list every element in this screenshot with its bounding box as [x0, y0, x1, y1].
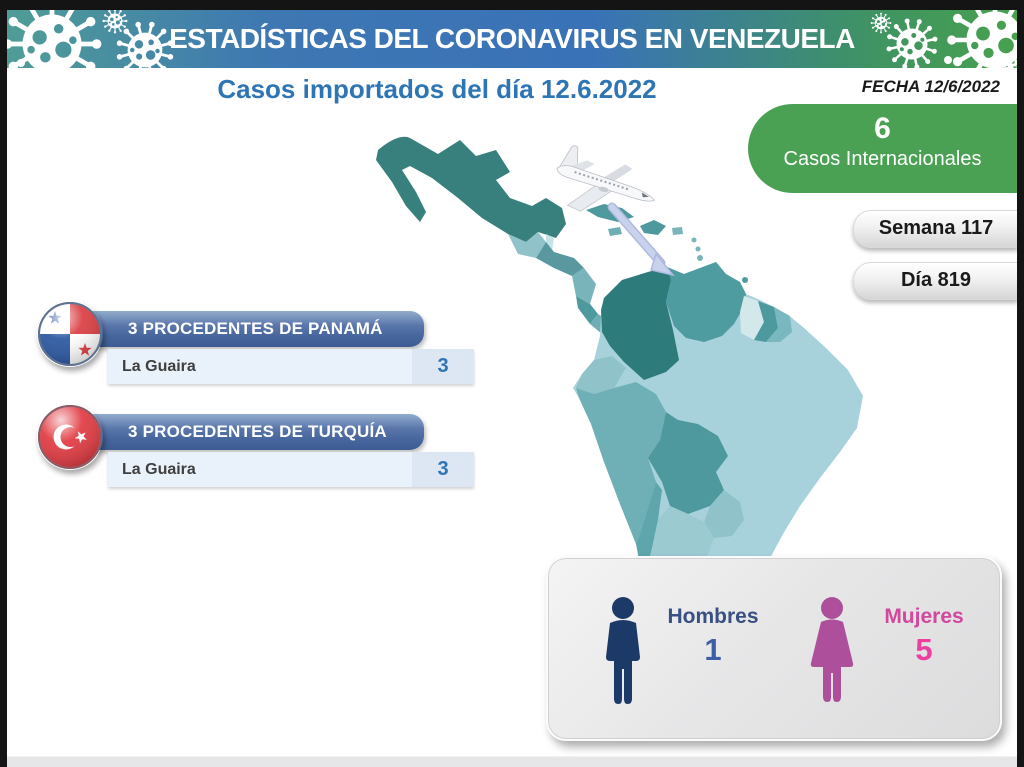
women-group: Mujeres 5: [804, 595, 970, 707]
flight-arrow: [607, 202, 675, 277]
turkey-flag-icon: [38, 405, 102, 469]
infographic-page: ESTADÍSTICAS DEL CORONAVIRUS EN VENEZUEL…: [7, 10, 1017, 767]
turkey-banner: 3 PROCEDENTES DE TURQUÍA: [79, 414, 424, 450]
panama-row: La Guaira 3: [108, 349, 474, 384]
panama-row-value: 3: [412, 349, 474, 384]
latin-america-map: [376, 136, 863, 565]
panama-row-place: La Guaira: [122, 358, 196, 375]
subtitle: Casos importados del día 12.6.2022: [217, 74, 657, 104]
day-badge: Día 819: [853, 262, 1017, 300]
man-icon: [606, 597, 640, 704]
airplane-icon: [556, 145, 656, 212]
international-count: 6: [874, 112, 891, 145]
panama-flag-icon: [38, 302, 102, 366]
international-label: Casos Internacionales: [783, 148, 982, 170]
women-label: Mujeres: [884, 605, 964, 628]
date-label: FECHA 12/6/2022: [861, 77, 1000, 96]
turkey-row-place: La Guaira: [122, 461, 196, 478]
men-value: 1: [704, 632, 722, 667]
bottom-strip: [7, 756, 1017, 767]
panama-banner: 3 PROCEDENTES DE PANAMÁ: [79, 311, 424, 347]
turkey-row: La Guaira 3: [108, 452, 474, 487]
women-value: 5: [915, 632, 933, 667]
week-badge: Semana 117: [853, 210, 1017, 248]
page-title: ESTADÍSTICAS DEL CORONAVIRUS EN VENEZUEL…: [169, 23, 855, 54]
men-label: Hombres: [667, 605, 759, 628]
virus-decoration-icons: [7, 10, 1017, 68]
woman-icon: [810, 597, 854, 702]
gender-panel: Hombres 1 Mujeres 5: [546, 556, 1002, 741]
header-band: ESTADÍSTICAS DEL CORONAVIRUS EN VENEZUEL…: [7, 10, 1017, 68]
men-group: Hombres 1: [597, 595, 759, 707]
map-mexico: [376, 136, 566, 242]
turkey-row-value: 3: [412, 452, 474, 487]
international-cases-box: 6 Casos Internacionales: [748, 104, 1017, 193]
